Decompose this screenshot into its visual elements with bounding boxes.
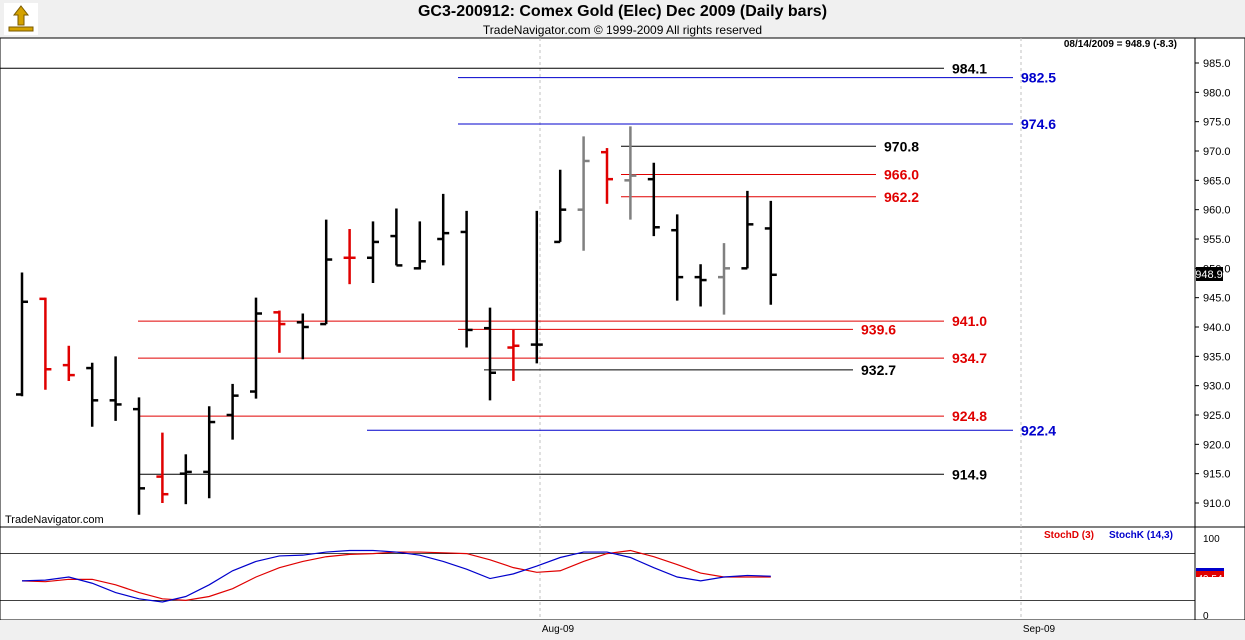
stoch-tick-0: 0 <box>1203 611 1209 622</box>
stoch-last-value: 49.54 <box>1197 574 1222 585</box>
level-label: 939.6 <box>861 321 896 337</box>
stoch-last-badge-red <box>1196 570 1224 577</box>
ohlc-bar <box>577 136 590 251</box>
ohlc-bar <box>530 210 543 364</box>
level-label: 974.6 <box>1021 116 1056 132</box>
ohlc-bar <box>694 264 707 307</box>
last-quote: 08/14/2009 = 948.9 (-8.3) <box>1064 39 1177 50</box>
level-label: 982.5 <box>1021 70 1056 86</box>
watermark-text: TradeNavigator.com <box>5 514 104 526</box>
last-price-badge <box>1196 267 1223 281</box>
ohlc-bar <box>133 397 145 515</box>
ohlc-bar <box>86 362 99 427</box>
ohlc-bar <box>343 229 356 285</box>
level-label: 924.8 <box>952 408 987 424</box>
ohlc-bar <box>647 162 660 237</box>
price-panel[interactable] <box>0 37 1196 528</box>
ohlc-bar <box>624 126 637 220</box>
price-tick-label: 945.0 <box>1203 293 1231 305</box>
ohlc-bar <box>437 193 450 266</box>
ohlc-bar <box>320 219 333 326</box>
price-axis[interactable] <box>1194 37 1245 528</box>
level-label: 922.4 <box>1021 422 1056 438</box>
ohlc-bar <box>718 243 730 315</box>
level-label: 934.7 <box>952 350 987 366</box>
chart-title: GC3-200912: Comex Gold (Elec) Dec 2009 (… <box>417 3 828 20</box>
stoch-series-k <box>21 549 771 603</box>
level-label: 966.0 <box>884 166 919 182</box>
legend-stochk: StochK (14,3) <box>1109 530 1173 541</box>
ohlc-bar <box>156 432 169 503</box>
ohlc-bar <box>554 169 567 244</box>
time-axis[interactable] <box>0 620 1245 640</box>
price-tick-label: 935.0 <box>1203 351 1231 363</box>
ohlc-bar <box>390 208 403 267</box>
price-tick-label: 920.0 <box>1203 439 1231 451</box>
ohlc-bar <box>507 329 520 381</box>
price-tick-label: 980.0 <box>1203 87 1231 99</box>
xtick-sep: Sep-09 <box>1023 624 1056 635</box>
price-tick-label: 985.0 <box>1203 58 1231 70</box>
ohlc-bar <box>39 297 52 390</box>
ohlc-bar <box>367 221 379 283</box>
level-label: 914.9 <box>952 466 987 482</box>
stoch-tick-100: 100 <box>1203 534 1220 545</box>
level-label: 962.2 <box>884 189 919 205</box>
ohlc-bar <box>460 210 473 348</box>
level-label: 970.8 <box>884 138 919 154</box>
price-tick-label: 965.0 <box>1203 175 1231 187</box>
price-tick-label: 930.0 <box>1203 381 1231 393</box>
ohlc-bar <box>109 356 122 421</box>
price-tick-label: 975.0 <box>1203 117 1231 129</box>
price-tick-label: 915.0 <box>1203 469 1231 481</box>
stoch-last-badge-blue <box>1196 568 1224 571</box>
ohlc-bar <box>16 272 28 397</box>
level-label: 941.0 <box>952 313 987 329</box>
price-tick-label: 940.0 <box>1203 322 1231 334</box>
ohlc-bar <box>484 307 496 401</box>
price-tick-label: 970.0 <box>1203 146 1231 158</box>
ohlc-bar <box>62 345 75 381</box>
legend-stochd: StochD (3) <box>1044 530 1094 541</box>
level-label: 932.7 <box>861 362 896 378</box>
price-tick-label: 925.0 <box>1203 410 1231 422</box>
level-label: 984.1 <box>952 60 987 76</box>
ohlc-bar <box>296 313 309 360</box>
ohlc-bar <box>250 297 262 399</box>
xtick-aug: Aug-09 <box>542 624 575 635</box>
tradenavigator-logo <box>4 3 38 35</box>
ohlc-bar <box>671 214 684 301</box>
copyright-notice: TradeNavigator.com © 1999-2009 All right… <box>482 23 763 37</box>
price-tick-label: 910.0 <box>1203 498 1231 510</box>
last-price-label: 948.9 <box>1195 269 1223 281</box>
price-tick-label: 960.0 <box>1203 205 1231 217</box>
ohlc-bar <box>273 310 286 353</box>
stochastic-panel[interactable] <box>0 526 1196 621</box>
ohlc-bar <box>741 190 754 270</box>
ohlc-bar <box>203 406 216 499</box>
ohlc-bar <box>601 148 613 204</box>
price-tick-label: 955.0 <box>1203 234 1231 246</box>
ohlc-bar <box>413 221 426 270</box>
ohlc-bar <box>226 383 239 440</box>
ohlc-bar <box>764 200 777 305</box>
ohlc-bar <box>179 454 192 505</box>
